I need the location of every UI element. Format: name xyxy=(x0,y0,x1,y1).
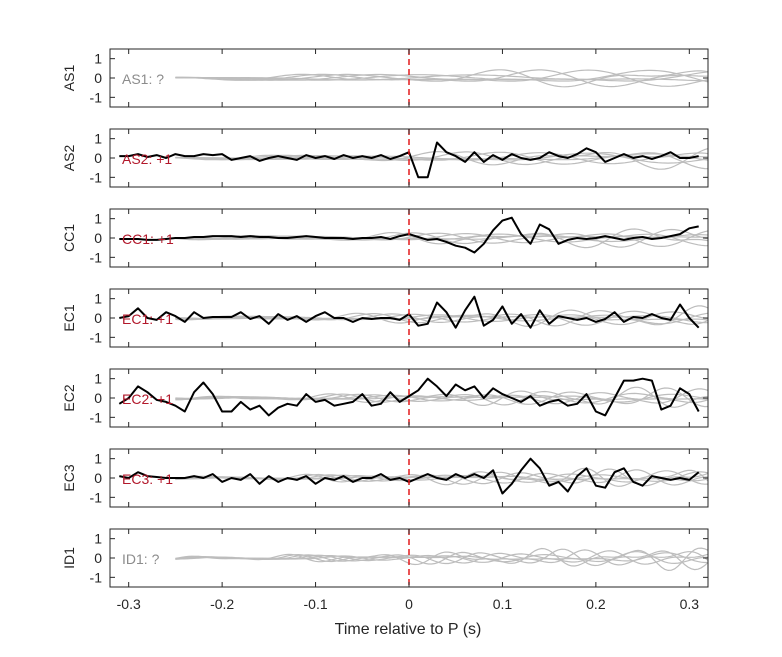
station-annotation: ID1: ? xyxy=(122,551,160,567)
x-tick-label: -0.3 xyxy=(117,596,141,612)
panel-ec2: EC2: +1 -1 0 1 EC2 xyxy=(61,368,709,428)
y-tick-label: 1 xyxy=(94,51,102,67)
y-tick-label: 0 xyxy=(94,70,102,86)
highlight-trace xyxy=(118,377,700,417)
y-tick-label: 0 xyxy=(94,150,102,166)
traces xyxy=(119,295,708,329)
traces xyxy=(118,377,708,417)
y-axis-label: CC1 xyxy=(61,224,77,252)
background-trace xyxy=(175,69,708,88)
background-trace xyxy=(175,547,708,572)
y-tick-label: 0 xyxy=(94,230,102,246)
panel-as2: AS2: +1 -1 0 1 AS2 xyxy=(61,128,709,188)
panel-cc1: CC1: +1 -1 0 1 CC1 xyxy=(61,208,709,268)
y-axis-label: EC2 xyxy=(61,384,77,411)
y-tick-label: 0 xyxy=(94,470,102,486)
traces xyxy=(175,69,708,88)
y-tick-label: 0 xyxy=(94,550,102,566)
y-axis-label: EC1 xyxy=(61,304,77,331)
y-tick-label: 1 xyxy=(94,371,102,387)
y-tick-label: -1 xyxy=(90,409,103,425)
x-tick-label: 0.1 xyxy=(493,596,513,612)
traces xyxy=(119,216,708,254)
panel-ec1: EC1: +1 -1 0 1 EC1 xyxy=(61,288,709,348)
y-tick-label: 0 xyxy=(94,310,102,326)
background-trace xyxy=(175,69,708,88)
x-axis-label: Time relative to P (s) xyxy=(335,621,482,638)
y-tick-label: 1 xyxy=(94,131,102,147)
background-trace xyxy=(175,310,708,326)
traces xyxy=(119,141,708,179)
background-trace xyxy=(175,148,708,170)
y-tick-label: 0 xyxy=(94,390,102,406)
y-axis-label: EC3 xyxy=(61,464,77,491)
y-tick-label: 1 xyxy=(94,531,102,547)
panel-ec3: EC3: +1 -1 0 1 EC3 xyxy=(61,448,709,508)
y-tick-label: 1 xyxy=(94,211,102,227)
y-axis-label: AS1 xyxy=(61,65,77,92)
station-annotation: EC2: +1 xyxy=(122,391,173,407)
background-trace xyxy=(175,228,708,248)
y-axis-label: AS2 xyxy=(61,145,77,172)
y-tick-label: 1 xyxy=(94,291,102,307)
traces xyxy=(119,457,708,495)
y-tick-label: -1 xyxy=(90,569,103,585)
station-annotation: EC1: +1 xyxy=(122,311,173,327)
y-axis-label: ID1 xyxy=(61,547,77,569)
station-annotation: AS2: +1 xyxy=(122,151,172,167)
x-axis: -0.3 -0.2 -0.1 0 0.1 0.2 0.3 xyxy=(117,596,700,612)
y-tick-label: 1 xyxy=(94,451,102,467)
background-trace xyxy=(175,310,708,327)
y-tick-label: -1 xyxy=(90,249,103,265)
x-tick-label: 0.2 xyxy=(586,596,606,612)
panel-id1: ID1: ? -1 0 1 ID1 xyxy=(61,528,709,588)
traces xyxy=(175,547,708,572)
panel-as1: AS1: ? -1 0 1 AS1 xyxy=(61,48,709,108)
y-tick-label: -1 xyxy=(90,489,103,505)
station-annotation: AS1: ? xyxy=(122,71,164,87)
y-tick-label: -1 xyxy=(90,169,103,185)
x-tick-label: 0 xyxy=(405,596,413,612)
station-annotation: CC1: +1 xyxy=(122,231,174,247)
background-trace xyxy=(175,386,708,408)
x-tick-label: -0.2 xyxy=(210,596,234,612)
x-tick-label: -0.1 xyxy=(304,596,328,612)
x-tick-label: 0.3 xyxy=(680,596,700,612)
y-tick-label: -1 xyxy=(90,89,103,105)
station-annotation: EC3: +1 xyxy=(122,471,173,487)
y-tick-label: -1 xyxy=(90,329,103,345)
